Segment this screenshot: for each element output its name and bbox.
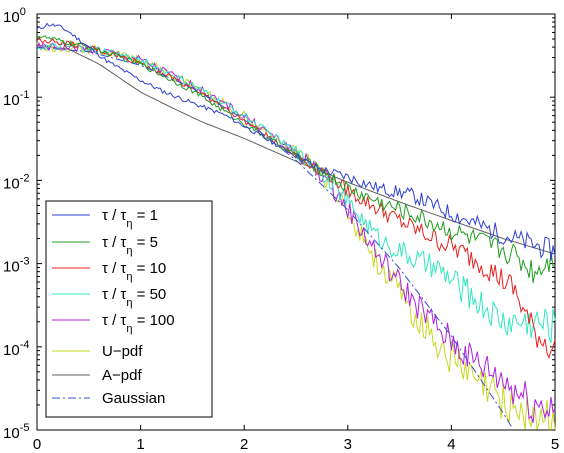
plot-frame [36,13,556,431]
y-tick-label: 10-4 [3,339,29,359]
x-tick-label: 0 [33,436,41,453]
series-line [36,34,556,284]
x-tick-label: 3 [344,436,352,453]
legend-label: τ / τη = 1 [102,207,158,230]
legend-label: τ / τη = 100 [102,312,175,335]
legend-label: τ / τη = 10 [102,260,166,283]
legend-box [45,200,213,418]
x-tick-label: 1 [136,436,144,453]
legend-label: τ / τη = 5 [102,234,158,257]
series-line [36,22,556,261]
x-tick-label: 2 [240,436,248,453]
series-line [36,46,513,428]
legend-label: Gaussian [102,390,165,407]
x-tick-label: 4 [447,436,455,453]
legend-label: τ / τη = 50 [102,286,166,309]
y-tick-label: 10-1 [3,89,29,109]
y-tick-label: 10-3 [3,256,29,276]
y-tick-label: 10-5 [3,422,29,442]
series-line [36,43,556,343]
y-tick-label: 10-2 [3,172,29,192]
x-tick-label: 5 [551,436,559,453]
series-line [36,35,556,359]
series-lines [36,22,556,430]
legend: τ / τη = 1 τ / τη = 5 τ / τη = 10 τ / τη = … [45,200,213,418]
legend-label: A−pdf [102,367,142,384]
y-tick-label: 100 [3,6,26,26]
legend-label: U−pdf [102,343,143,360]
series-line [36,44,556,255]
axes: 0 1 2 3 4 5 100 10-1 10-2 10-3 10-4 10-5 [3,6,559,453]
